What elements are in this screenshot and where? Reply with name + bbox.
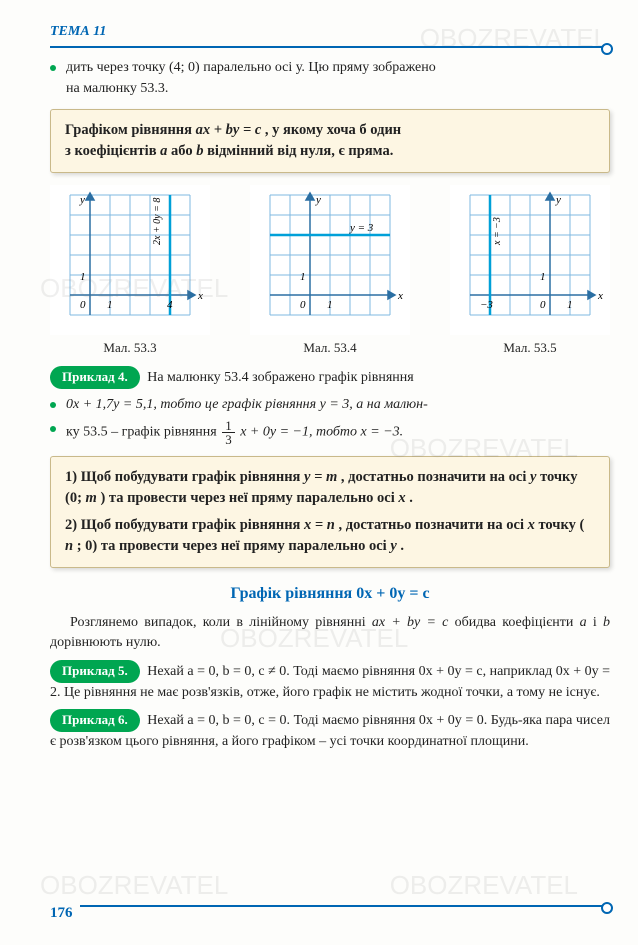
watermark: OBOZREVATEL — [40, 867, 228, 905]
page-number: 176 — [50, 903, 73, 925]
ex4-text: 0x + 1,7y = 5,1, тобто це графік рівнянн… — [66, 397, 428, 412]
svg-text:1: 1 — [80, 271, 86, 283]
chart-1-caption: Мал. 53.3 — [50, 339, 210, 358]
box1-text: , у якому хоча б один — [265, 122, 401, 138]
chart-svg-1: 0 1 4 1 y x 2x + 0y = 8 — [50, 185, 210, 335]
svg-text:y: y — [555, 194, 561, 206]
box1-text: з коефіцієнтів — [65, 143, 160, 159]
intro-text: дить через точку (4; 0) паралельно осі у… — [66, 60, 436, 75]
theorem-box-1: Графіком рівняння ax + by = c , у якому … — [50, 109, 610, 173]
intro-text: на малюнку 53.3. — [66, 81, 168, 96]
subheading: Графік рівняння 0x + 0y = c — [50, 582, 610, 605]
svg-text:4: 4 — [167, 299, 173, 311]
box1-text: Графіком рівняння — [65, 122, 196, 138]
box1-text: відмінний від нуля, є пряма. — [207, 143, 393, 159]
box1-eq: ax + by = c — [196, 122, 262, 138]
box1-a: a — [160, 143, 167, 159]
chart-1: 0 1 4 1 y x 2x + 0y = 8 Мал. 53.3 — [50, 185, 210, 358]
charts-row: 0 1 4 1 y x 2x + 0y = 8 Мал. 53.3 0 1 1 — [50, 185, 610, 358]
svg-text:1: 1 — [567, 299, 573, 311]
chart-3: 0 1 −3 1 y x x = −3 Мал. 53.5 — [450, 185, 610, 358]
intro-line: дить через точку (4; 0) паралельно осі у… — [50, 58, 610, 99]
example-5-badge: Приклад 5. — [50, 660, 140, 683]
box1-text: або — [171, 143, 196, 159]
example-6-badge: Приклад 6. — [50, 709, 140, 732]
chart-2-caption: Мал. 53.4 — [250, 339, 410, 358]
svg-text:x: x — [597, 290, 603, 302]
bullet-dot — [50, 426, 56, 432]
chart-2: 0 1 1 y x y = 3 Мал. 53.4 — [250, 185, 410, 358]
svg-text:x: x — [397, 290, 403, 302]
svg-text:1: 1 — [327, 299, 333, 311]
ex4-text: ку 53.5 – графік рівняння — [66, 425, 220, 440]
ex4-text: x + 0y = −1, тобто x = −3. — [240, 425, 403, 440]
fraction: 13 — [222, 419, 235, 446]
chart-3-caption: Мал. 53.5 — [450, 339, 610, 358]
svg-text:y: y — [315, 194, 321, 206]
chart-svg-3: 0 1 −3 1 y x x = −3 — [450, 185, 610, 335]
example-6: Приклад 6. Нехай a = 0, b = 0, c = 0. То… — [50, 709, 610, 752]
svg-text:0: 0 — [80, 299, 86, 311]
ex4-line2: 0x + 1,7y = 5,1, тобто це графік рівнянн… — [50, 395, 610, 415]
ex4-line3: ку 53.5 – графік рівняння 13 x + 0y = −1… — [50, 419, 610, 446]
svg-text:1: 1 — [107, 299, 113, 311]
svg-text:y: y — [79, 194, 85, 206]
chart-svg-2: 0 1 1 y x y = 3 — [250, 185, 410, 335]
svg-text:x: x — [197, 290, 203, 302]
topic-heading: ТЕМА 11 — [50, 22, 610, 42]
theorem-box-2: 1) Щоб побудувати графік рівняння y = m … — [50, 456, 610, 568]
bullet-dot — [50, 65, 56, 71]
svg-text:−3: −3 — [480, 299, 493, 311]
svg-text:x = −3: x = −3 — [492, 217, 503, 246]
svg-text:2x + 0y = 8: 2x + 0y = 8 — [152, 198, 163, 245]
svg-text:y = 3: y = 3 — [349, 222, 374, 234]
svg-text:1: 1 — [300, 271, 306, 283]
example-5: Приклад 5. Нехай a = 0, b = 0, c ≠ 0. То… — [50, 660, 610, 703]
example-4-badge: Приклад 4. — [50, 366, 140, 389]
top-rule — [50, 46, 610, 48]
bottom-rule — [80, 905, 610, 907]
svg-text:1: 1 — [540, 271, 546, 283]
bullet-dot — [50, 402, 56, 408]
box1-b: b — [196, 143, 203, 159]
box2-p1: 1) Щоб побудувати графік рівняння — [65, 469, 304, 485]
watermark: OBOZREVATEL — [390, 867, 578, 905]
box2-p2: 2) Щоб побудувати графік рівняння — [65, 517, 304, 533]
svg-text:0: 0 — [300, 299, 306, 311]
svg-text:0: 0 — [540, 299, 546, 311]
example-4: Приклад 4. На малюнку 53.4 зображено гра… — [50, 366, 610, 389]
ex4-text: На малюнку 53.4 зображено графік рівнянн… — [147, 370, 414, 385]
para-2: Розглянемо випадок, коли в лінійному рів… — [50, 613, 610, 654]
